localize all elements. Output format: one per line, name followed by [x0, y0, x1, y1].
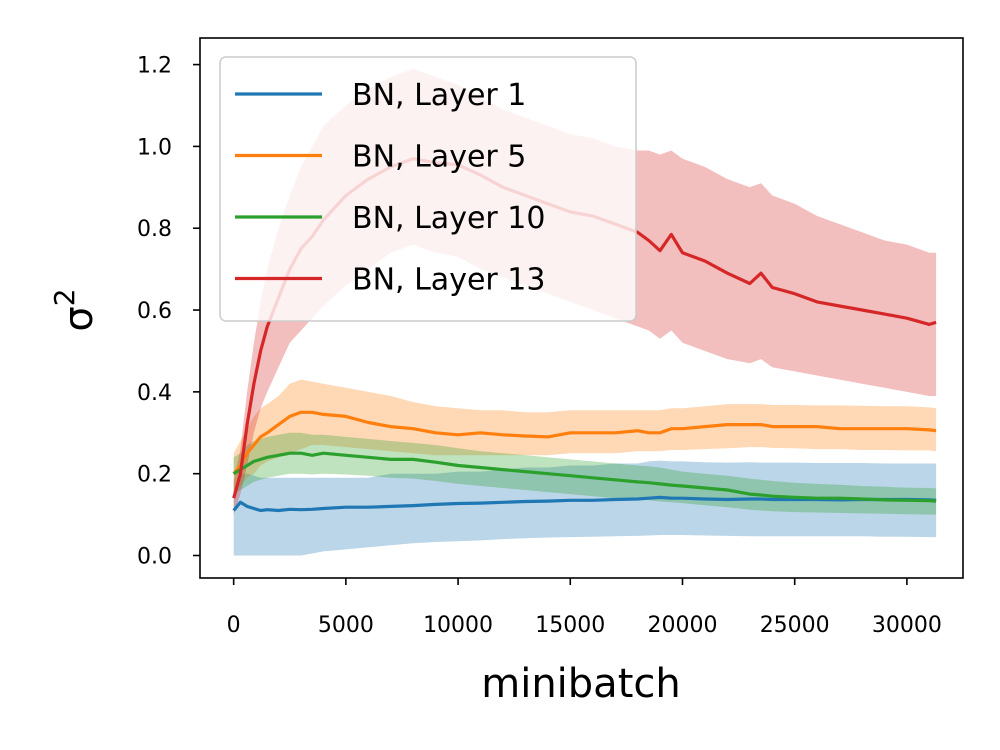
y-tick-label: 0.4 [137, 381, 172, 406]
y-axis-ticks: 0.0 0.2 0.4 0.6 0.8 1.0 1.2 [137, 54, 200, 570]
svg-text:σ2: σ2 [48, 288, 102, 331]
x-tick-label: 25000 [760, 613, 830, 638]
line-bn-layer-5 [232, 410, 937, 475]
y-tick-label: 0.0 [137, 545, 172, 570]
plot-frame [199, 37, 964, 579]
y-tick-label: 1.0 [137, 135, 172, 160]
x-tick-label: 20000 [647, 613, 717, 638]
y-axis-label: σ2 [48, 288, 102, 331]
legend-label-bn-layer-5: BN, Layer 5 [352, 140, 526, 175]
y-tick-label: 1.2 [137, 54, 172, 79]
legend-label-bn-layer-13: BN, Layer 13 [352, 263, 545, 298]
band-bn-layer-1 [233, 460, 937, 556]
legend-label-bn-layer-1: BN, Layer 1 [352, 78, 526, 113]
x-tick-label: 0 [227, 613, 241, 638]
x-axis-label: minibatch [481, 661, 680, 707]
y-tick-label: 0.8 [137, 217, 172, 242]
y-tick-label: 0.6 [137, 299, 172, 324]
band-bn-layer-5 [233, 379, 937, 490]
x-axis-ticks: 0 5000 10000 15000 20000 25000 30000 [227, 578, 942, 638]
y-axis-label-sigma: σ [56, 306, 102, 331]
legend-box [219, 56, 637, 322]
x-tick-label: 10000 [423, 613, 493, 638]
x-tick-label: 5000 [318, 613, 374, 638]
line-bn-layer-10 [232, 451, 937, 503]
legend: BN, Layer 1 BN, Layer 5 BN, Layer 10 BN, La… [219, 56, 637, 322]
x-tick-label: 15000 [535, 613, 605, 638]
x-tick-label: 30000 [872, 613, 942, 638]
line-bn-layer-1 [232, 495, 937, 513]
legend-label-bn-layer-10: BN, Layer 10 [352, 201, 545, 236]
y-tick-label: 0.2 [137, 463, 172, 488]
y-axis-label-superscript: 2 [48, 288, 81, 306]
